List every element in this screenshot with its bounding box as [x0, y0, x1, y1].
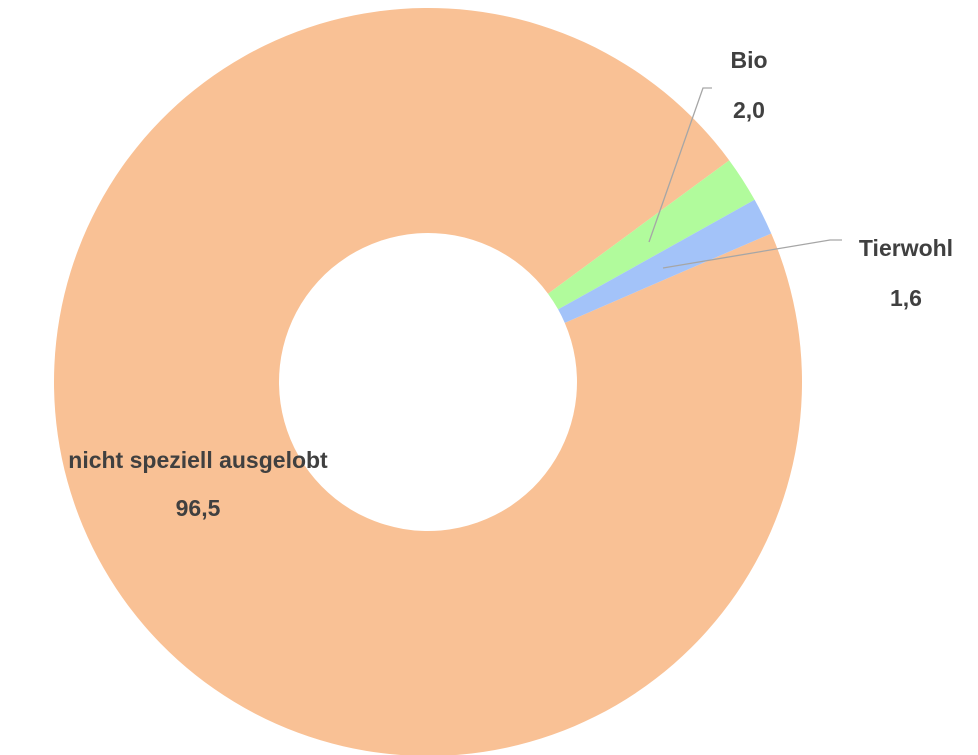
slice-label: Bio	[730, 47, 767, 73]
leader-line	[662, 239, 842, 269]
leader-line	[648, 87, 712, 243]
value-label: 96,5	[176, 495, 221, 521]
value-label: 1,6	[890, 285, 922, 311]
slice-label: Tierwohl	[859, 235, 953, 261]
slice-label: nicht speziell ausgelobt	[68, 447, 328, 473]
slice	[54, 8, 802, 755]
slice	[558, 199, 772, 323]
value-label: 2,0	[733, 97, 765, 123]
slices	[54, 8, 802, 755]
